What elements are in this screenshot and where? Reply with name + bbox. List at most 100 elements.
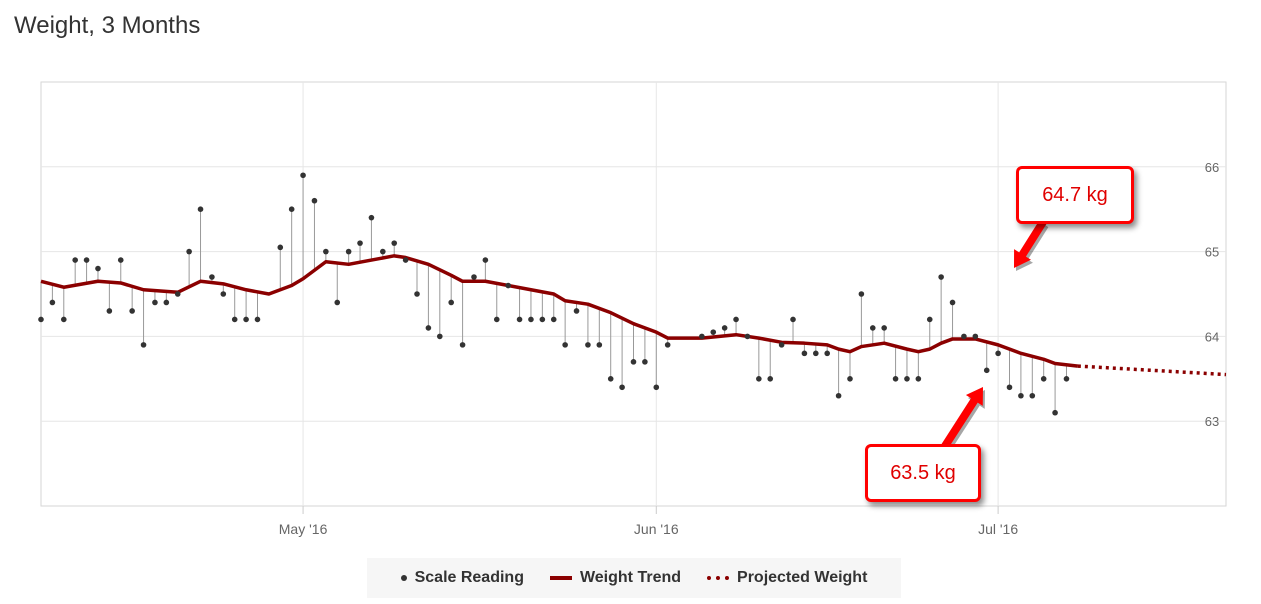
scale-stems [40,175,1067,413]
scale-reading-point [744,333,751,340]
low-callout-label: 63.5 kg [890,461,956,484]
scale-reading-point [972,333,979,340]
scale-reading-point [368,214,375,221]
scale-reading-point [49,299,56,306]
scale-reading-point [231,316,238,323]
legend-item-scale-reading[interactable]: Scale Reading [400,569,524,587]
scale-reading-point [630,359,637,365]
scale-reading-point [664,342,671,348]
scale-reading-point [516,316,523,323]
scale-reading-point [186,248,192,255]
scale-reading-point [300,172,306,179]
scale-reading-point [1006,384,1013,391]
legend-label-scale: Scale Reading [414,569,524,586]
scale-dots [38,172,1070,416]
scale-reading-point [254,316,261,323]
y-tick-label: 63 [1205,414,1219,429]
scale-reading-point [357,240,363,246]
high-callout-label: 64.7 kg [1042,183,1108,206]
projected-line-icon [707,576,730,580]
scale-reading-point [1063,376,1070,382]
legend-label-trend: Weight Trend [579,569,682,586]
scale-reading-point [813,350,819,357]
scale-reading-point [790,316,796,323]
scale-reading-point [733,316,739,323]
scale-reading-point [505,282,511,289]
grid-layer [41,82,1226,506]
scale-reading-point [402,257,409,263]
scale-reading-point [619,384,625,391]
scale-reading-point [288,206,295,212]
scale-reading-point [926,316,933,323]
y-axis-ticks: 63 64 65 66 [1205,160,1219,429]
scale-reading-point [391,240,398,246]
weight-trend-line [40,254,1079,368]
scale-reading-point [243,316,249,323]
scale-reading-point [174,291,181,297]
scale-reading-point [414,291,420,297]
scale-dot-icon [400,575,407,581]
scale-reading-point [596,342,603,348]
scale-reading-point [60,316,67,323]
scale-reading-point [95,265,101,272]
legend-item-projected-weight[interactable]: Projected Weight [707,569,867,587]
scale-reading-point [904,376,910,382]
chart-legend: Scale Reading Weight Trend Projected Wei… [367,558,901,598]
scale-reading-point [835,392,842,399]
scale-reading-point [197,206,204,212]
scale-reading-point [436,333,443,340]
scale-reading-point [892,376,899,382]
scale-reading-point [607,376,614,382]
scale-reading-point [824,350,831,357]
scale-reading-point [471,274,477,280]
low-callout: 63.5 kg [865,444,981,502]
scale-reading-point [482,257,489,263]
scale-reading-point [550,316,557,323]
scale-reading-point [778,342,785,348]
y-tick-label: 64 [1205,329,1219,344]
scale-reading-point [710,329,717,335]
scale-reading-point [493,316,500,323]
scale-reading-point [380,248,386,255]
scale-reading-point [459,342,466,348]
legend-item-weight-trend[interactable]: Weight Trend [549,569,682,587]
plot-border [40,81,1227,507]
scale-reading-point [38,316,44,323]
x-axis-ticks: May '16 Jun '16 Jul '16 [279,506,1018,537]
scale-reading-point [869,325,876,331]
trend-layer [40,254,1227,377]
scale-reading-point [528,316,534,323]
scale-reading-point [699,333,705,340]
scale-reading-point [106,308,113,314]
scale-reading-point [1029,392,1036,399]
low-callout-arrow [941,387,983,449]
scale-reading-point [209,274,215,280]
callout-arrows [941,219,1049,452]
scale-reading-point [562,342,568,348]
scale-reading-point [539,316,546,323]
scale-reading-point [881,325,887,331]
scale-reading-point [938,274,944,280]
legend-label-projected: Projected Weight [737,569,868,586]
scale-reading-point [585,342,591,348]
scale-reading-point [756,376,762,382]
scale-reading-point [949,299,956,306]
scale-reading-point [334,299,341,306]
scale-reading-point [642,359,648,365]
scale-reading-point [72,257,78,263]
y-tick-label: 66 [1205,160,1219,175]
scale-reading-point [152,299,158,306]
scale-reading-point [345,248,352,255]
scale-reading-point [915,376,922,382]
trend-line-icon [549,576,572,580]
scale-reading-point [163,299,170,306]
scale-reading-point [801,350,808,357]
scale-reading-point [995,350,1001,357]
scale-reading-point [425,325,432,331]
x-tick-label: Jul '16 [978,521,1018,537]
scale-reading-point [1052,409,1058,416]
high-callout-arrow [1014,219,1047,268]
x-tick-label: Jun '16 [634,521,679,537]
scale-reading-point [117,257,124,263]
